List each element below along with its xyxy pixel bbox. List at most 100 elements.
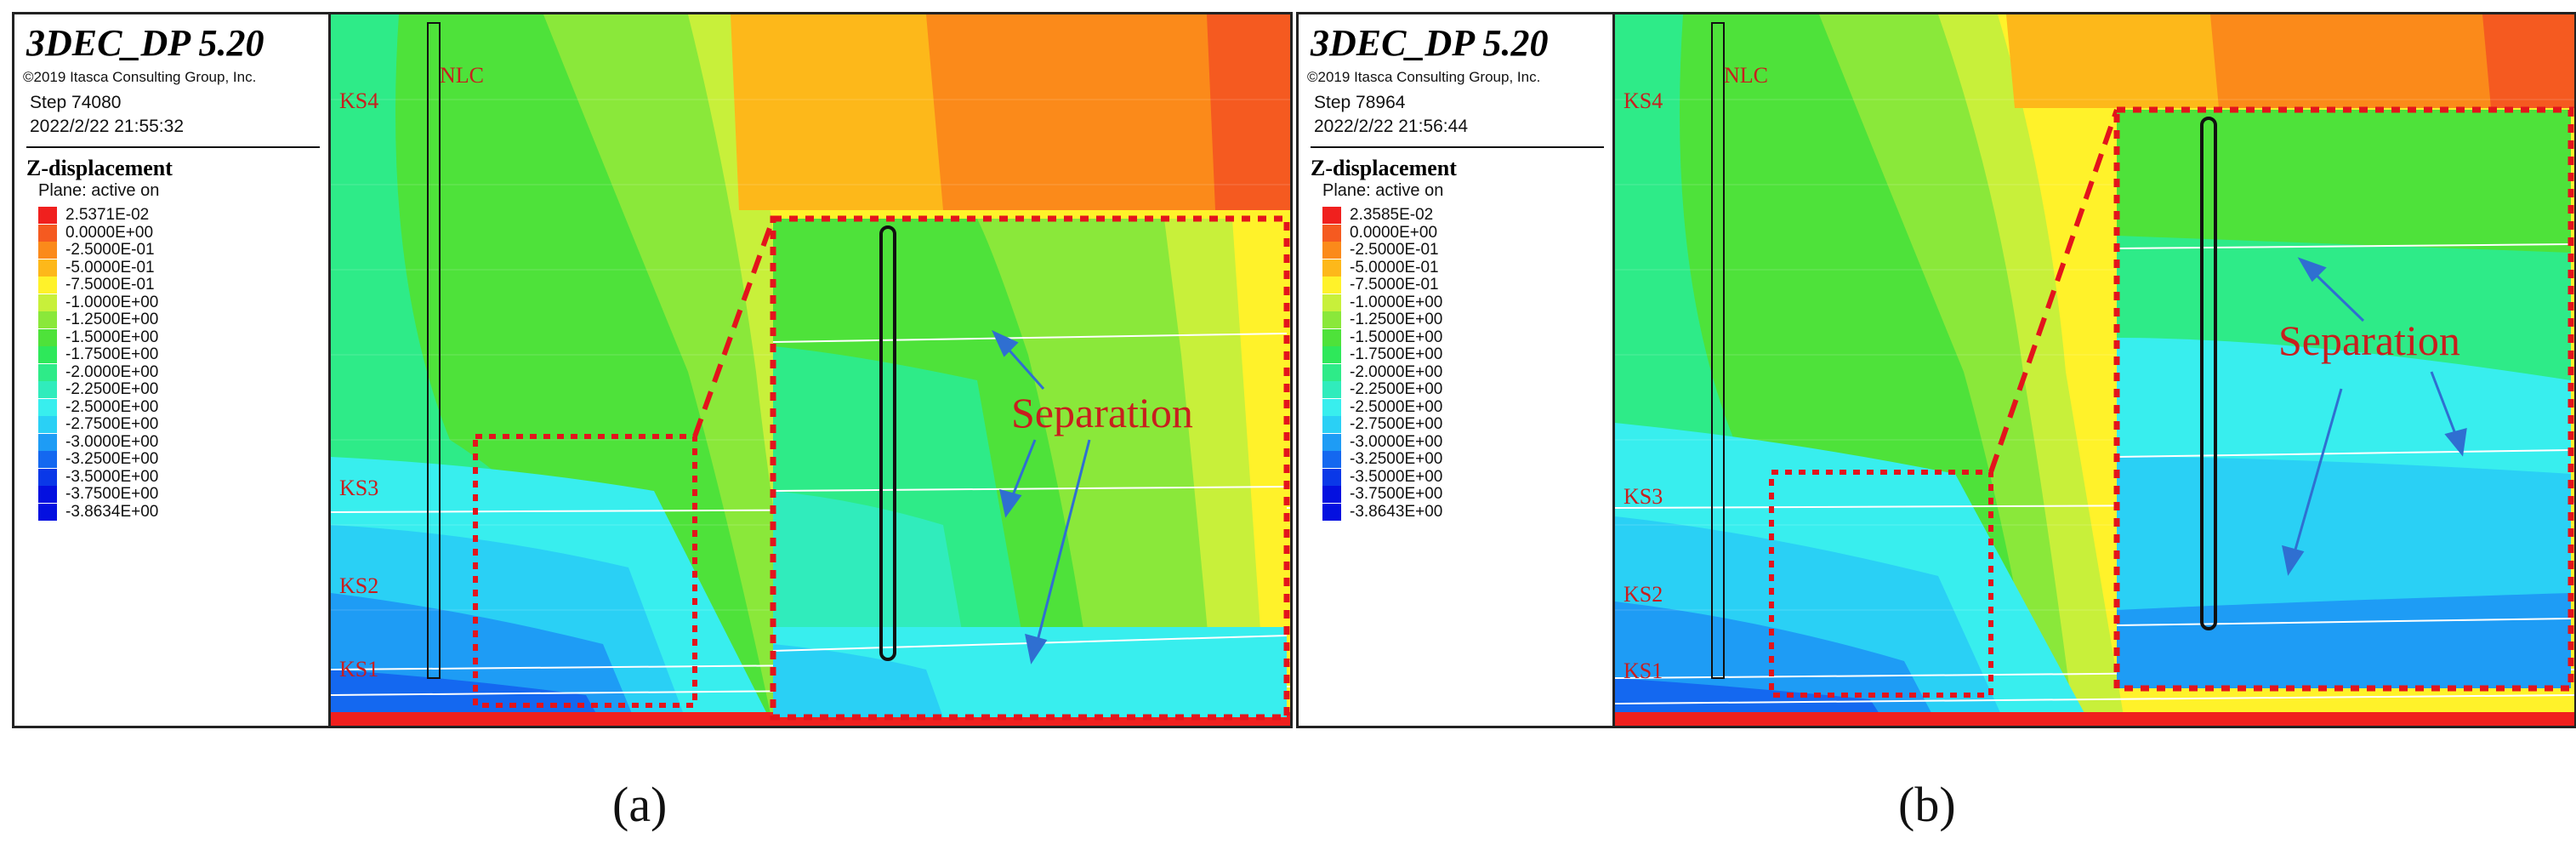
scale-value: -3.5000E+00 [65,467,159,486]
scale-row: -2.5000E-01 [38,241,158,259]
selection-box [1769,470,1993,698]
scale-swatch [38,207,57,225]
scale-swatch [38,398,57,416]
scale-swatch [1322,468,1341,486]
legend-b: 3DEC_DP 5.20 ©2019 Itasca Consulting Gro… [1299,14,1615,726]
zoom-connector [692,217,776,438]
band-blue3 [331,670,603,726]
separation-label: Separation [2278,316,2460,364]
scale-value: -3.8643E+00 [1350,502,1443,521]
zoom-inset [2113,106,2574,692]
scale-row: -3.8634E+00 [38,503,158,522]
scale-swatch [1322,311,1341,329]
contour-title: Z-displacement [1311,156,1457,180]
selection-box [473,434,697,708]
label-ks1: KS1 [339,657,378,681]
scale-row: -7.5000E-01 [1322,276,1442,294]
scale-swatch [1322,277,1341,294]
scale-row: -1.0000E+00 [38,294,158,312]
software-title: 3DEC_DP 5.20 [26,22,264,64]
separation-arrows [991,329,1091,664]
caption-a: (a) [612,777,668,832]
scale-swatch [1322,328,1341,346]
label-ks2: KS2 [1624,582,1663,607]
scale-row: -3.8643E+00 [1322,502,1443,522]
scale-value: 0.0000E+00 [65,223,154,242]
band-8 [1207,14,1290,210]
label-ks2: KS2 [339,573,378,598]
scale-swatch [38,433,57,451]
contour-title: Z-displacement [26,156,173,180]
scale-value: -2.5000E+00 [65,397,159,416]
scale-swatch [1322,381,1341,399]
scale-swatch [38,242,57,259]
scale-value: -7.5000E-01 [65,276,155,294]
label-ks3: KS3 [1624,484,1663,509]
scale-row: -1.5000E+00 [1322,328,1442,347]
scale-swatch [1322,363,1341,381]
floor-band [1615,712,2574,726]
scale-value: -5.0000E-01 [1350,258,1439,277]
scale-row: 2.5371E-02 [38,206,158,225]
scale-row: -1.2500E+00 [1322,311,1442,329]
scale-row: -1.2500E+00 [38,311,158,329]
scale-row: -2.7500E+00 [1322,415,1443,434]
legend-divider [1311,146,1604,148]
scale-row: -2.0000E+00 [1322,362,1443,382]
scale-row: -1.5000E+00 [38,328,158,347]
scale-swatch [38,363,57,381]
scale-row: -1.7500E+00 [38,345,158,364]
scale-swatch [1322,242,1341,259]
borehole [427,22,441,679]
scale-value: -1.7500E+00 [1350,345,1443,364]
label-ks1: KS1 [1624,659,1663,683]
scale-row: -3.2500E+00 [1322,450,1443,469]
scale-swatch [1322,451,1341,469]
scale-swatch [38,486,57,504]
scale-value: -3.7500E+00 [1350,485,1443,504]
scale-row: -2.0000E+00 [38,363,158,382]
scale-swatch [38,381,57,399]
legend-divider [26,146,320,148]
scale-row: -3.0000E+00 [38,433,158,452]
contour-plot-b: KS4 NLC KS3 KS2 KS1 [1615,14,2574,726]
timestamp-text: 2022/2/22 21:55:32 [30,117,185,136]
scale-row: -2.5000E+00 [38,397,159,417]
scale-swatch [1322,398,1341,416]
scale-value: -5.0000E-01 [65,258,155,277]
borehole [1711,22,1725,679]
band-7 [2210,14,2574,108]
scale-swatch [38,451,57,469]
scale-value: 2.3585E-02 [1350,206,1434,225]
scale-value: -1.0000E+00 [65,293,159,311]
scale-swatch [38,416,57,434]
scale-swatch [1322,207,1341,225]
scale-value: -3.7500E+00 [65,485,159,504]
scale-value: -2.5000E-01 [1350,241,1439,259]
separation-label: Separation [1011,389,1193,436]
timestamp-text: 2022/2/22 21:56:44 [1314,117,1469,136]
scale-value: -2.0000E+00 [1350,362,1443,381]
scale-swatch [38,259,57,277]
scale-value: -3.0000E+00 [1350,432,1443,451]
scale-row: -1.7500E+00 [1322,345,1443,364]
band-8 [2482,14,2574,108]
scale-value: -2.7500E+00 [1350,415,1443,434]
scale-swatch [38,294,57,311]
scale-value: -1.2500E+00 [65,311,159,329]
zoom-connector [1988,109,2119,473]
scale-swatch [1322,433,1341,451]
scale-swatch [1322,259,1341,277]
scale-value: -3.2500E+00 [65,450,159,469]
scale-swatch [1322,346,1341,364]
plane-text: Plane: active on [38,181,160,200]
band-7 [926,14,1290,210]
scale-value: -2.5000E-01 [65,241,155,259]
label-nlc: NLC [1724,63,1768,88]
color-scale: 2.3585E-02 0.0000E+00 -2.5000E-01 -5.0000E-… [1322,206,1443,522]
scale-row: -7.5000E-01 [38,276,158,294]
scale-value: -3.2500E+00 [1350,450,1443,469]
scale-row: -1.0000E+00 [1322,294,1442,312]
color-scale: 2.5371E-02 0.0000E+00 -2.5000E-01 -5.0000E-… [38,206,159,522]
scale-swatch [1322,224,1341,242]
